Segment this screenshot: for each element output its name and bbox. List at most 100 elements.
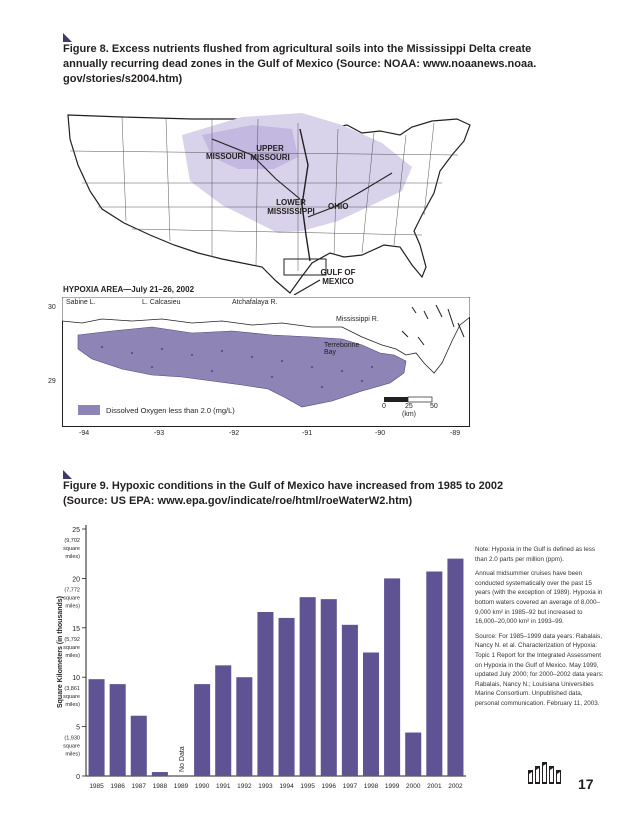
y-tick-sublabel: square <box>63 744 80 750</box>
note-cruises: Annual midsummer cruises have been condu… <box>475 570 603 626</box>
corner-marker-fig8 <box>63 33 72 42</box>
bar-1994 <box>278 617 295 776</box>
x-tick-label: 2001 <box>427 783 442 790</box>
bar-1992 <box>236 677 253 776</box>
bar-1986 <box>109 684 126 776</box>
label-gulf-of-mexico: GULF OF MEXICO <box>320 268 356 286</box>
ohio-river <box>307 172 393 218</box>
scale-tick-50: 50 <box>430 403 438 410</box>
lon-tick-92: -92 <box>229 430 240 437</box>
y-tick-sublabel: (5,792 <box>64 637 80 643</box>
label-lower-mississippi: LOWER MISSISSIPPI <box>267 198 315 216</box>
page-number: 17 <box>578 776 594 792</box>
mississippi-river <box>299 128 311 262</box>
y-tick-sublabel: (3,861 <box>64 686 80 692</box>
hypoxia-inset-map <box>62 297 470 427</box>
y-tick-label: 20 <box>72 576 80 583</box>
bar-2002 <box>447 558 464 776</box>
y-tick-sublabel: (1,930 <box>64 736 80 742</box>
note-source: Source: For 1985–1999 data years: Rabala… <box>475 632 604 707</box>
gulf-arrow <box>293 279 321 295</box>
x-tick-label: 1992 <box>237 783 252 790</box>
hypoxia-bar-chart: 25 (9,702 square miles) 20 (7,772 square miles)… <box>57 525 466 790</box>
bar-1987 <box>130 715 147 776</box>
label-terrebonne: Terrebonne Bay <box>324 342 360 356</box>
y-axis-label: Square Kilometers (in thousands) <box>57 596 64 708</box>
y-tick-sublabel: square <box>63 595 80 601</box>
x-tick-label: 1991 <box>216 783 231 790</box>
gulf-inset-box <box>283 258 327 276</box>
x-tick-label: 1998 <box>364 783 379 790</box>
scale-bar <box>384 396 433 403</box>
bar-2001 <box>426 571 443 776</box>
coastal-islands <box>401 304 465 346</box>
label-mississippi-r: Mississippi R. <box>336 316 379 323</box>
y-tick-label: 25 <box>72 527 80 534</box>
x-tick-label: 1996 <box>322 783 337 790</box>
y-tick-sublabel: miles) <box>65 702 80 708</box>
y-tick-sublabel: square <box>63 694 80 700</box>
bar-1993 <box>257 611 274 776</box>
y-tick-sublabel: square <box>63 546 80 552</box>
louisiana-coast <box>62 297 470 374</box>
hypoxia-title: HYPOXIA AREA—July 21–26, 2002 <box>63 285 195 294</box>
lon-tick-94: -94 <box>79 430 90 437</box>
y-tick-label: 15 <box>72 626 80 633</box>
lon-tick-91: -91 <box>302 430 313 437</box>
legend-swatch <box>78 405 100 415</box>
x-tick-label: 1995 <box>300 783 315 790</box>
lon-tick-89: -89 <box>450 430 461 437</box>
y-tick-sublabel: miles) <box>65 603 80 609</box>
y-tick-label: 5 <box>76 725 80 732</box>
bar-1995 <box>299 597 316 776</box>
bar-2000 <box>405 732 422 776</box>
x-tick-label: 1986 <box>110 783 125 790</box>
label-atchafalaya: Atchafalaya R. <box>232 299 278 306</box>
bar-1999 <box>384 578 401 776</box>
x-tick-label: 2002 <box>448 783 463 790</box>
us-basin-map <box>67 113 471 295</box>
x-tick-label: 1999 <box>385 783 400 790</box>
lat-tick-29: 29 <box>48 378 56 385</box>
y-tick-label: 0 <box>76 774 80 781</box>
legend-label: Dissolved Oxygen less than 2.0 (mg/L) <box>106 406 235 415</box>
figure8-caption-line3: gov/stories/s2004.htm) <box>63 73 183 85</box>
missouri-river <box>211 138 301 200</box>
lat-tick-30: 30 <box>48 304 56 311</box>
chart-notes: Note: Hypoxia in the Gulf is defined as … <box>475 545 605 714</box>
bar-1991 <box>215 665 232 776</box>
figure9-caption-line1: Figure 9. Hypoxic conditions in the Gulf… <box>63 480 504 492</box>
y-tick-label: 10 <box>72 675 80 682</box>
x-tick-label: 1985 <box>89 783 104 790</box>
bar-1998 <box>362 652 380 776</box>
figure9-caption: Figure 9. Hypoxic conditions in the Gulf… <box>63 479 503 509</box>
figure8-caption: Figure 8. Excess nutrients flushed from … <box>63 42 536 87</box>
figure8-caption-line1: Figure 8. Excess nutrients flushed from … <box>63 43 532 55</box>
x-tick-label: 1990 <box>195 783 210 790</box>
y-tick-sublabel: (9,702 <box>64 538 80 544</box>
y-tick-sublabel: miles) <box>65 653 80 659</box>
y-tick-sublabel: miles) <box>65 752 80 758</box>
scale-unit: (km) <box>402 411 416 418</box>
scale-tick-25: 25 <box>405 403 413 410</box>
y-tick-sublabel: (7,772 <box>64 587 80 593</box>
label-missouri: MISSOURI <box>206 152 246 161</box>
lon-tick-93: -93 <box>154 430 165 437</box>
x-tick-label: 1994 <box>279 783 294 790</box>
lon-tick-90: -90 <box>375 430 386 437</box>
x-tick-label: 1987 <box>132 783 147 790</box>
figure8-caption-line2: annually recurring dead zones in the Gul… <box>63 58 537 70</box>
label-calcasieu: L. Calcasieu <box>142 299 181 306</box>
bar-1997 <box>341 624 358 776</box>
x-tick-label: 2000 <box>406 783 421 790</box>
publisher-logo <box>528 762 561 784</box>
note-definition: Note: Hypoxia in the Gulf is defined as … <box>475 546 596 563</box>
hypoxia-zone <box>77 326 407 408</box>
bar-1988 <box>151 772 168 776</box>
missouri-basin-highlight <box>202 125 298 169</box>
bar-1985 <box>88 679 105 776</box>
corner-marker-fig9 <box>63 470 72 479</box>
sample-stations <box>101 346 373 388</box>
x-tick-label: 1993 <box>258 783 273 790</box>
x-tick-label: 1988 <box>153 783 168 790</box>
